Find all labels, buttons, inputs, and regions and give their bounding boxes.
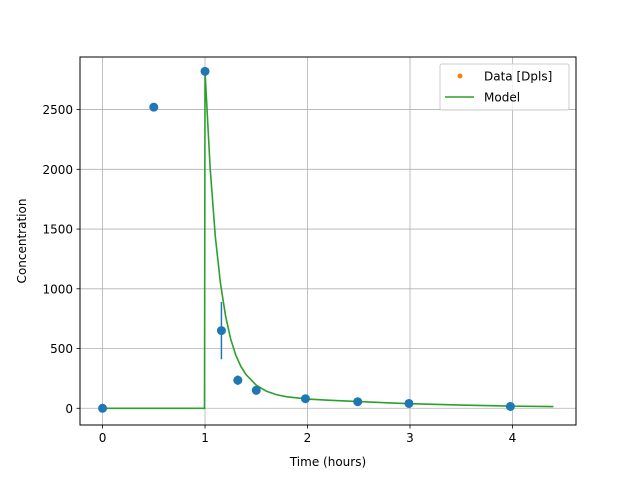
y-tick-label: 500 (50, 342, 73, 356)
legend-box (439, 63, 570, 111)
model-line (102, 71, 554, 410)
data-point (98, 403, 108, 413)
data-point (251, 385, 261, 395)
x-axis-label: Time (hours) (289, 455, 366, 469)
x-tick-label: 0 (99, 431, 107, 445)
tick-layer: 0 1 2 3 4 0 500 1000 1500 2000 2500 (42, 103, 516, 445)
data-point (200, 66, 210, 76)
x-tick-label: 4 (509, 431, 517, 445)
legend-label: Model (484, 91, 520, 105)
model-layer (102, 71, 554, 410)
data-point (216, 326, 226, 336)
y-axis-label: Concentration (15, 199, 29, 284)
data-point (505, 401, 515, 411)
y-tick-label: 0 (65, 402, 73, 416)
plot-frame (79, 56, 577, 426)
x-tick-label: 2 (304, 431, 312, 445)
y-tick-label: 1500 (42, 223, 73, 237)
legend-label: Data [Dpls] (484, 70, 552, 84)
data-layer (98, 66, 515, 413)
data-point (353, 397, 363, 407)
legend-marker (457, 73, 463, 79)
legend: Data [Dpls] Model (439, 63, 570, 111)
y-tick-label: 2500 (42, 103, 73, 117)
x-tick-label: 3 (406, 431, 414, 445)
legend-items: Data [Dpls] Model (445, 70, 552, 105)
y-tick-label: 1000 (42, 282, 73, 296)
data-point (404, 398, 414, 408)
x-tick-label: 1 (201, 431, 209, 445)
data-point (149, 102, 159, 112)
data-point (233, 375, 243, 385)
y-tick-label: 2000 (42, 163, 73, 177)
data-point (300, 394, 310, 404)
